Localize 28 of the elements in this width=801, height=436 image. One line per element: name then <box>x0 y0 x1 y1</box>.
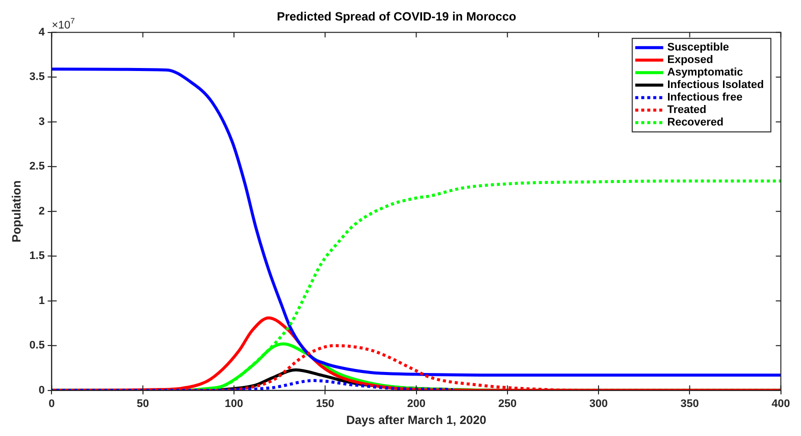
legend-label: Infectious Isolated <box>667 79 764 92</box>
y-tick-label: 3.5 <box>29 71 45 84</box>
y-tick-label: 0 <box>38 384 45 396</box>
y-axis-title: Population <box>10 180 24 242</box>
x-axis-title: Days after March 1, 2020 <box>346 413 487 428</box>
x-tick-label: 0 <box>48 398 55 410</box>
legend-label: Treated <box>667 104 706 116</box>
chart-title: Predicted Spread of COVID-19 in Morocco <box>276 10 516 24</box>
x-tick-label: 300 <box>589 398 608 410</box>
legend-label: Infectious free <box>667 92 742 104</box>
x-tick-label: 350 <box>680 398 699 410</box>
y-tick-label: 0.5 <box>29 340 45 352</box>
legend-label: Asymptomatic <box>667 66 744 79</box>
y-tick-label: 1 <box>38 294 45 307</box>
y-tick-label: 2 <box>38 205 45 218</box>
x-tick-label: 50 <box>136 398 149 410</box>
legend-label: Susceptible <box>667 42 729 54</box>
y-tick-label: 2.5 <box>29 160 45 173</box>
y-tick-label: 1.5 <box>29 250 45 262</box>
x-tick-label: 200 <box>407 398 426 410</box>
x-tick-label: 100 <box>224 398 244 410</box>
x-tick-label: 150 <box>316 398 334 410</box>
legend-label: Recovered <box>667 116 724 129</box>
y-tick-label: 3 <box>38 116 45 128</box>
legend-label: Exposed <box>667 54 714 66</box>
y-tick-label: 4 <box>38 26 46 38</box>
x-tick-label: 400 <box>772 398 790 410</box>
x-tick-label: 250 <box>498 398 517 410</box>
